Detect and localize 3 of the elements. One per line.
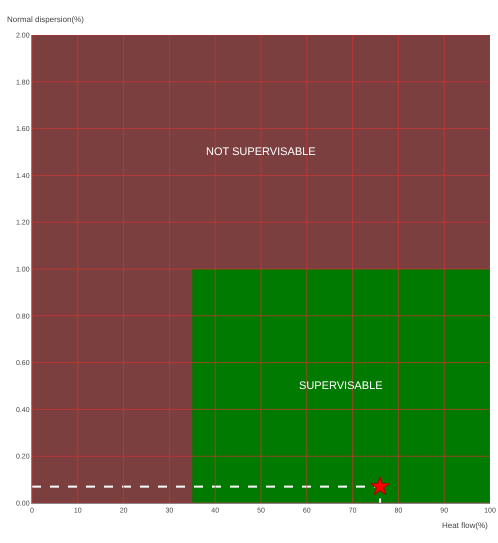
x-axis-title: Heat flow(%)	[442, 521, 488, 530]
y-axis-title: Normal dispersion(%)	[7, 15, 84, 24]
series-label: NOT SUPERVISABLE	[206, 146, 316, 158]
